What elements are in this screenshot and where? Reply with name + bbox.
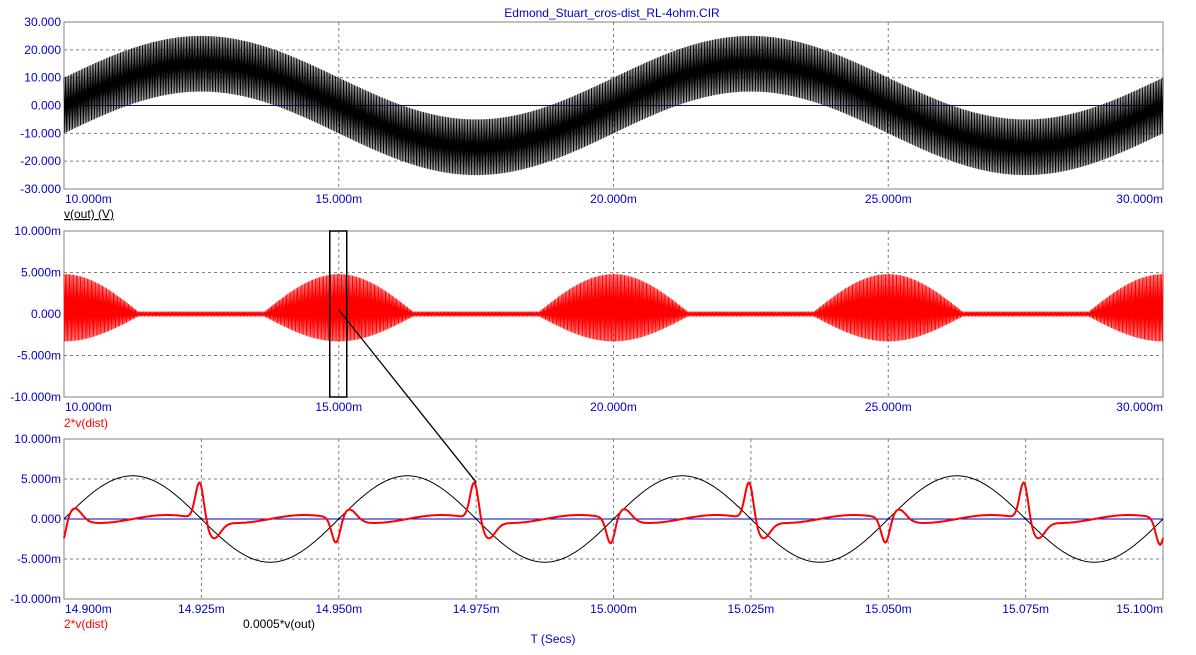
trace-dist	[63, 274, 1164, 342]
trace-dist-zoom	[63, 481, 1164, 546]
y-tick-label: 30.000	[24, 15, 61, 29]
legend-middle-dist: 2*v(dist)	[64, 416, 108, 430]
x-tick-label: 20.000m	[590, 192, 637, 206]
y-tick-label: -10.000m	[10, 390, 61, 404]
x-tick-label: 25.000m	[865, 192, 912, 206]
trace-vout	[63, 35, 1164, 176]
y-tick-label: -30.000	[20, 182, 61, 196]
x-tick-label: 14.975m	[453, 602, 500, 616]
panel-middle-dist: 10.000m 15.000m 20.000m 25.000m 30.000m 10.00…	[10, 224, 1164, 414]
y-tick-label: -10.000	[20, 126, 61, 140]
y-tick-label: -5.000m	[17, 552, 61, 566]
y-tick-label: 0.000	[31, 307, 61, 321]
x-tick-label: 14.925m	[178, 602, 225, 616]
y-tick-label: 10.000	[24, 71, 61, 85]
x-axis-title: T (Secs)	[530, 632, 575, 646]
y-tick-label: 10.000m	[14, 432, 61, 446]
panel-bottom-zoom: 14.900m 14.925m 14.950m 14.975m 15.000m 15.02…	[10, 432, 1164, 616]
x-tick-label: 15.025m	[728, 602, 775, 616]
x-tick-label: 30.000m	[1116, 400, 1163, 414]
y-tick-label: 5.000m	[21, 472, 61, 486]
trace-vout-scaled	[63, 475, 1164, 563]
panel-top-vout: 10.000m 15.000m 20.000m 25.000m 30.000m 30.00…	[20, 15, 1164, 206]
x-tick-label: 15.075m	[1002, 602, 1049, 616]
x-tick-label: 14.950m	[315, 602, 362, 616]
plot-title: Edmond_Stuart_cros-dist_RL-4ohm.CIR	[504, 6, 720, 20]
zoom-box	[329, 230, 348, 398]
x-tick-label: 15.000m	[315, 192, 362, 206]
y-tick-label: -20.000	[20, 154, 61, 168]
x-tick-label: 15.050m	[865, 602, 912, 616]
zoom-callout	[329, 230, 477, 483]
x-tick-label: 30.000m	[1116, 192, 1163, 206]
legend-top-vout: v(out) (V)	[64, 207, 114, 221]
y-tick-label: -5.000m	[17, 349, 61, 363]
x-tick-label: 14.900m	[65, 602, 112, 616]
x-tick-label: 20.000m	[590, 400, 637, 414]
y-tick-label: 0.000	[31, 512, 61, 526]
legend-bottom-vout: 0.0005*v(out)	[243, 617, 315, 631]
y-tick-label: 20.000	[24, 43, 61, 57]
x-tick-label: 15.000m	[590, 602, 637, 616]
x-tick-label: 15.000m	[315, 400, 362, 414]
legend-bottom-dist: 2*v(dist)	[64, 617, 108, 631]
y-tick-label: 0.000	[31, 99, 61, 113]
y-tick-label: 5.000m	[21, 266, 61, 280]
y-tick-label: 10.000m	[14, 224, 61, 238]
x-tick-label: 10.000m	[65, 192, 112, 206]
x-tick-label: 10.000m	[65, 400, 112, 414]
x-tick-label: 25.000m	[865, 400, 912, 414]
zoom-leader-line	[338, 309, 477, 483]
x-tick-label: 15.100m	[1116, 602, 1163, 616]
y-tick-label: -10.000m	[10, 592, 61, 606]
